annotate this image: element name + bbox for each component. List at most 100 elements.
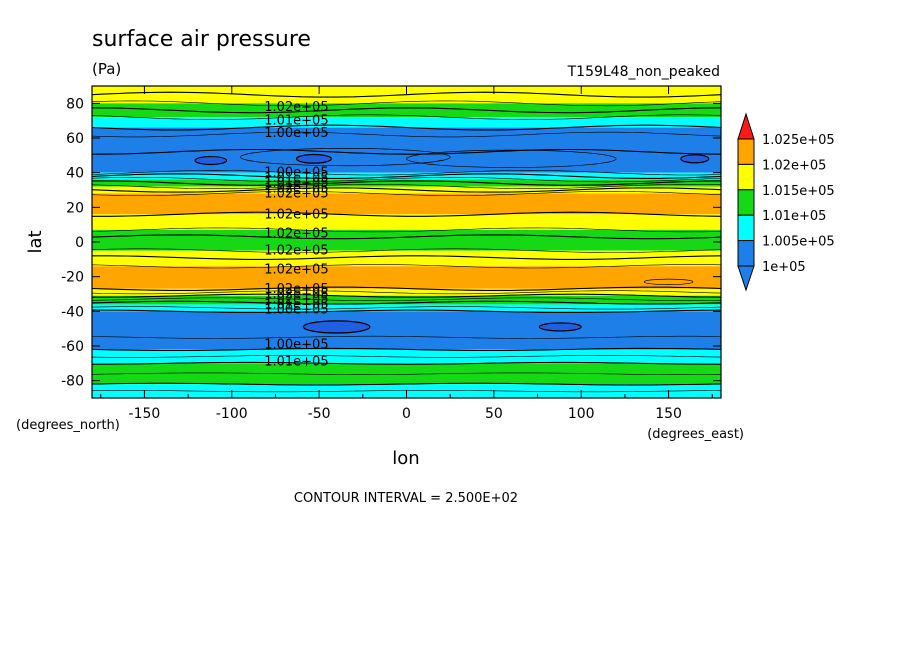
- contour-band-1: [92, 103, 721, 118]
- y-tick-label-4: 0: [75, 235, 84, 251]
- contour-lines: [92, 91, 721, 393]
- plot-area: 1.02e+051.01e+051.00e+051.00e+051.01e+05…: [92, 86, 721, 398]
- colorbar-segment-3: [737, 214, 755, 242]
- contour-line-27: [92, 335, 721, 339]
- run-label: T159L48_non_peaked: [567, 64, 720, 80]
- outline-cell-2: [643, 278, 694, 285]
- contour-line-9: [92, 176, 721, 183]
- low-center-1: [295, 153, 332, 164]
- colorbar-label-4: 1.005e+05: [762, 235, 835, 250]
- contour-band-8: [92, 214, 721, 230]
- contour-band-13: [92, 295, 721, 305]
- x-tick-label-2: -50: [308, 406, 331, 422]
- contour-label-5: 1.01e+05: [264, 176, 328, 191]
- contour-line-18: [92, 255, 721, 260]
- colorbar: 1.025e+05 1.02e+05 1.015e+05 1.01e+05 1.005e…: [737, 112, 835, 292]
- contour-line-13: [92, 191, 721, 196]
- contour-line-4: [92, 124, 721, 131]
- x-axis-label: lon: [392, 448, 419, 469]
- contour-band-11: [92, 266, 721, 289]
- filled-contour-bands: [92, 86, 721, 398]
- contour-line-21: [92, 290, 721, 295]
- chart-title: surface air pressure: [92, 27, 311, 52]
- x-tick-label-4: 50: [485, 406, 503, 422]
- contour-band-2: [92, 117, 721, 128]
- contour-label-16: 1.00e+05: [264, 303, 328, 318]
- contour-label-1: 1.01e+05: [264, 114, 328, 129]
- contour-line-8: [92, 173, 721, 179]
- contour-line-26: [92, 309, 721, 314]
- contour-band-5: [92, 179, 721, 187]
- x-tick-label-6: 150: [655, 406, 682, 422]
- low-center-2: [680, 154, 710, 164]
- contour-line-6: [92, 148, 721, 155]
- contour-line-30: [92, 361, 721, 365]
- contour-line-24: [92, 300, 721, 305]
- y-tick-label-3: -20: [61, 270, 84, 286]
- contour-interval-text: CONTOUR INTERVAL = 2.500E+02: [294, 491, 518, 506]
- contour-band-15: [92, 311, 721, 350]
- x-tick-label-3: 0: [402, 406, 411, 422]
- contour-label-8: 1.02e+05: [264, 207, 328, 222]
- contour-line-31: [92, 372, 721, 375]
- contour-line-22: [92, 293, 721, 298]
- contour-line-29: [92, 355, 721, 358]
- y-tick-label-2: -40: [61, 304, 84, 320]
- colorbar-label-0: 1.025e+05: [762, 133, 835, 148]
- colorbar-segment-0: [737, 138, 755, 165]
- contour-label-14: 1.02e+05: [264, 292, 328, 307]
- contour-label-13: 1.02e+05: [264, 287, 328, 302]
- contour-band-14: [92, 304, 721, 312]
- y-tick-label-5: 20: [66, 200, 84, 216]
- y-tick-label-0: -80: [61, 374, 84, 390]
- contour-line-0: [92, 91, 721, 98]
- outline-cell-0: [240, 148, 451, 167]
- contour-line-12: [92, 187, 721, 193]
- contour-line-15: [92, 227, 721, 233]
- y-tick-label-8: 80: [66, 96, 84, 112]
- contour-label-0: 1.02e+05: [264, 100, 328, 115]
- contour-line-28: [92, 347, 721, 352]
- contour-label-3: 1.00e+05: [264, 166, 328, 181]
- contour-label-12: 1.02e+05: [264, 282, 328, 297]
- contour-line-5: [92, 131, 721, 138]
- contour-label-11: 1.02e+05: [264, 263, 328, 278]
- contour-line-32: [92, 382, 721, 386]
- contour-line-19: [92, 264, 721, 269]
- y-tick-label-6: 40: [66, 166, 84, 182]
- contour-line-1: [92, 100, 721, 107]
- colorbar-label-1: 1.02e+05: [762, 158, 826, 173]
- x-unit-label: (degrees_east): [647, 427, 744, 442]
- colorbar-segment-1: [737, 163, 755, 191]
- colorbar-segment-2: [737, 189, 755, 216]
- x-tick-label-5: 100: [568, 406, 595, 422]
- contour-label-7: 1.02e+05: [264, 186, 328, 201]
- contour-label-4: 1.01e+05: [264, 171, 328, 186]
- contour-label-17: 1.00e+05: [264, 337, 328, 352]
- contour-band-10: [92, 250, 721, 267]
- x-axis-ticks: -150 -100 -50 0 50 100 150: [100, 86, 713, 422]
- y-unit-label: (degrees_north): [16, 418, 120, 433]
- x-tick-label-1: -100: [216, 406, 248, 422]
- colorbar-high-triangle: [737, 112, 755, 140]
- colorbar-low-triangle: [737, 265, 755, 292]
- low-center-4: [538, 322, 582, 332]
- contour-band-7: [92, 193, 721, 215]
- contour-label-9: 1.02e+05: [264, 226, 328, 241]
- contour-label-2: 1.00e+05: [264, 126, 328, 141]
- y-tick-label-1: -60: [61, 339, 84, 355]
- contour-line-25: [92, 306, 721, 310]
- contour-line-17: [92, 248, 721, 253]
- x-tick-label-0: -150: [129, 406, 161, 422]
- contour-label-6: 1.02e+05: [264, 181, 328, 196]
- contour-label-10: 1.02e+05: [264, 244, 328, 259]
- contour-band-17: [92, 363, 721, 385]
- contour-line-16: [92, 234, 721, 240]
- contour-line-2: [92, 107, 721, 114]
- contour-band-9: [92, 229, 721, 251]
- low-center-3: [302, 320, 371, 334]
- contour-band-12: [92, 288, 721, 296]
- contour-line-10: [92, 180, 721, 186]
- contour-line-14: [92, 211, 721, 217]
